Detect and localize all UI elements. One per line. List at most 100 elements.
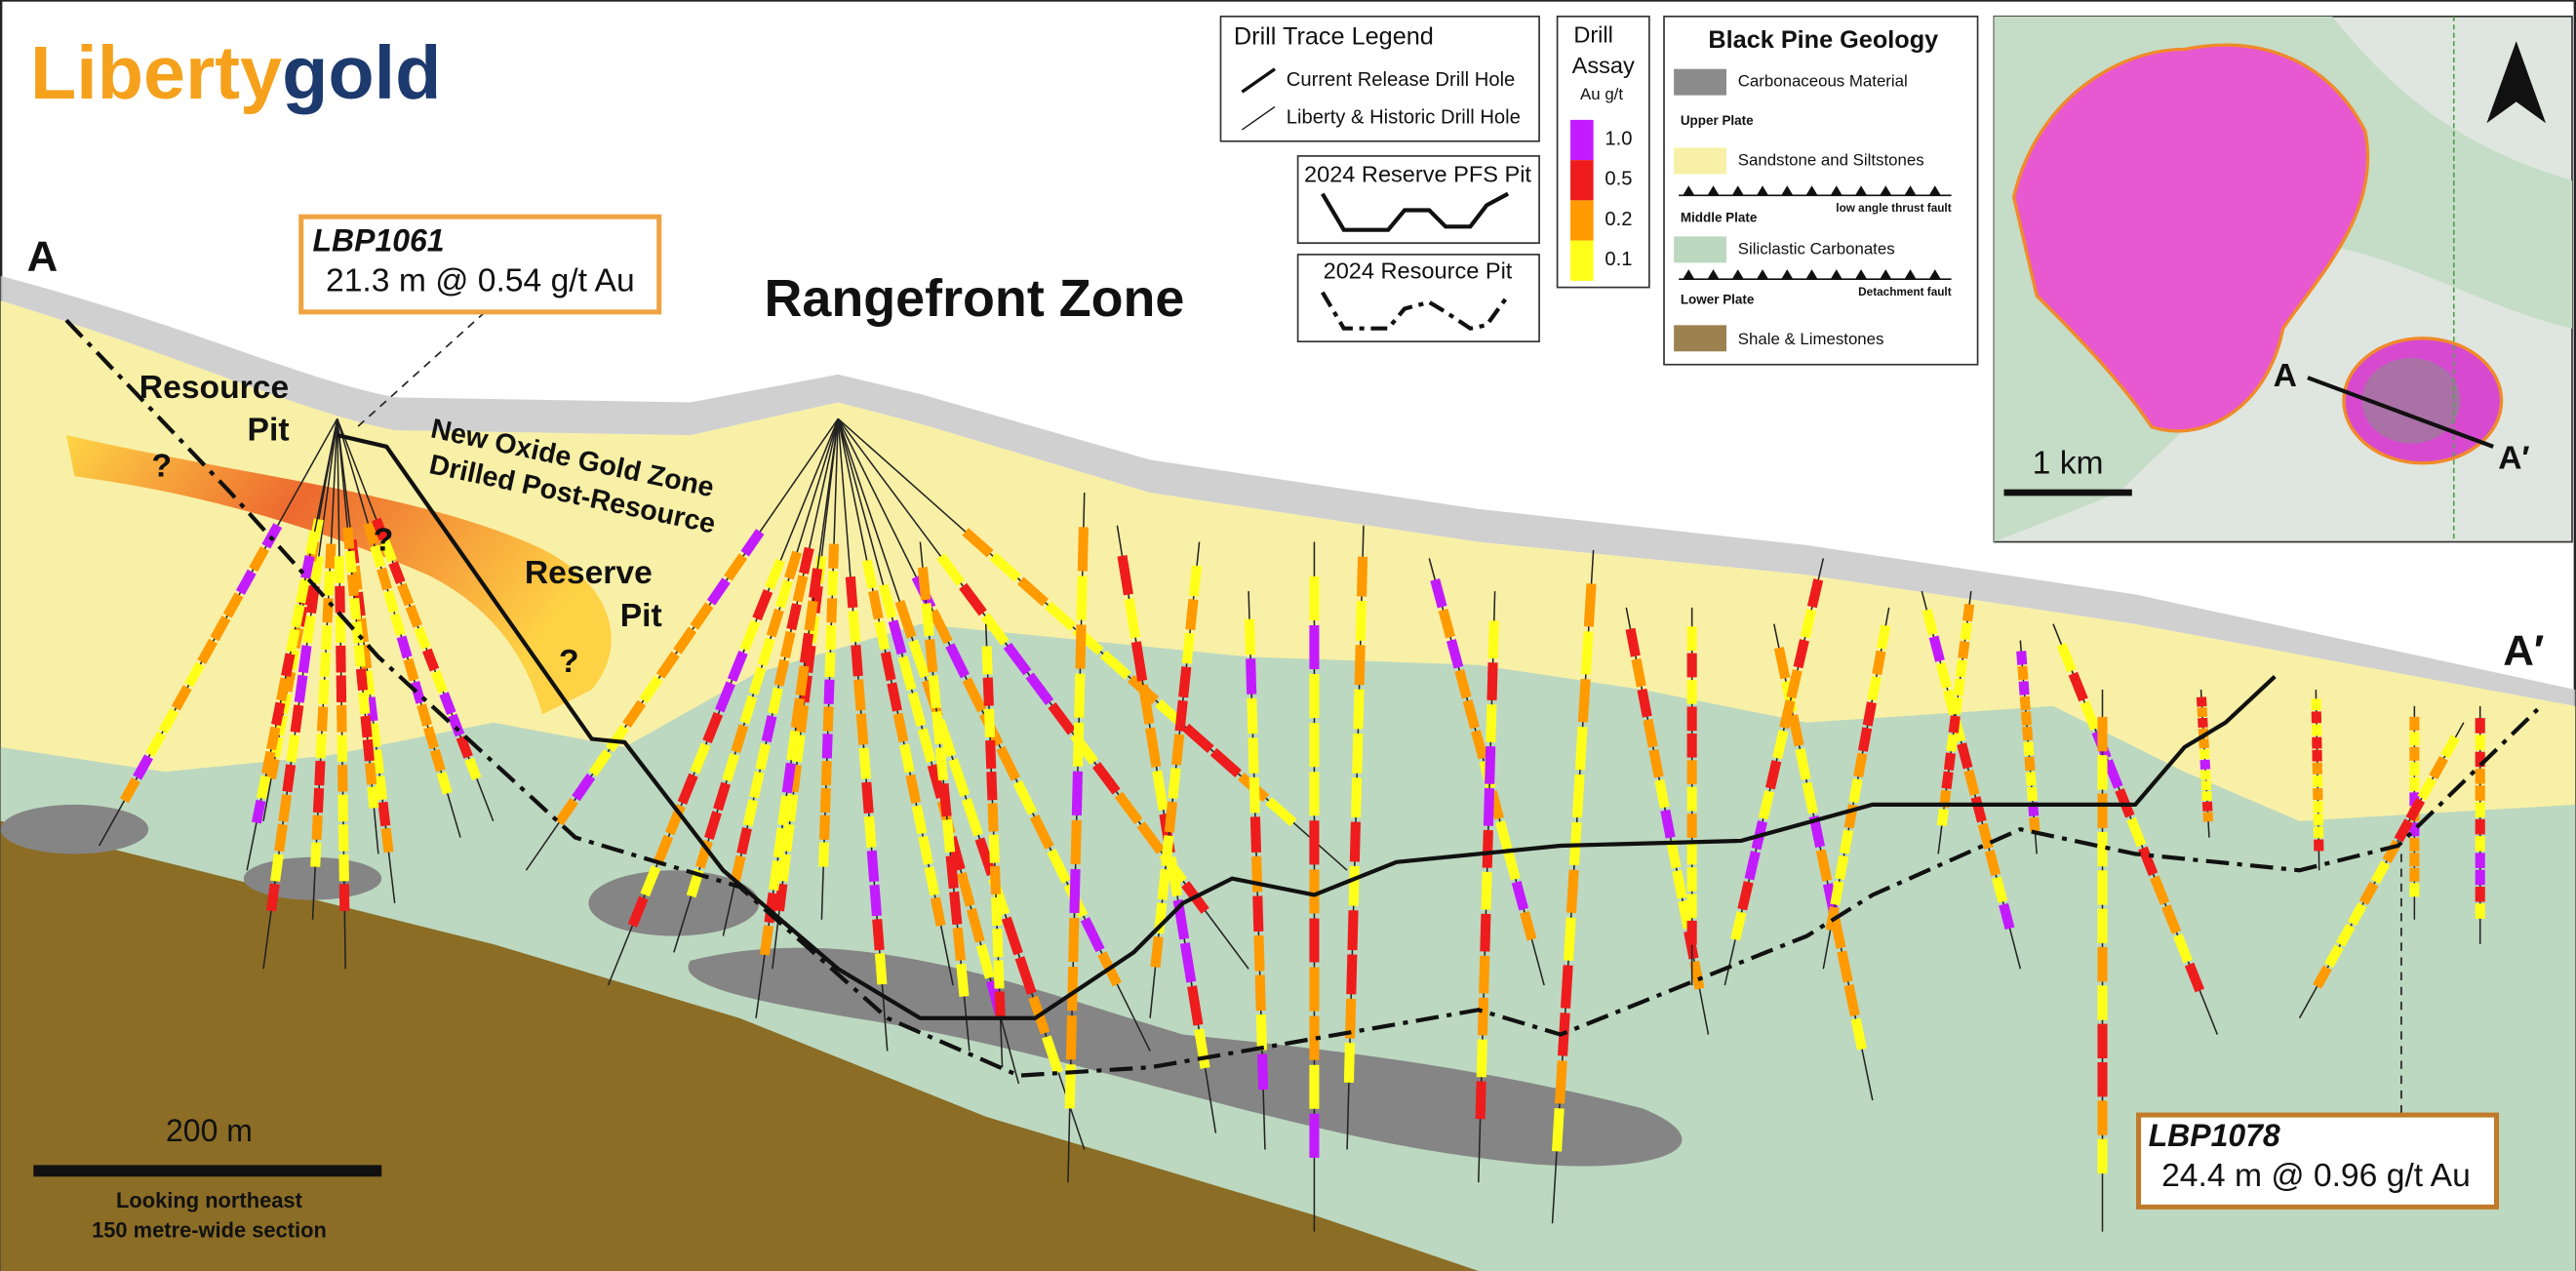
assay-interval xyxy=(1012,779,1038,815)
legend-title: Black Pine Geology xyxy=(1708,26,1938,54)
assay-interval xyxy=(1482,829,1493,868)
assay-interval xyxy=(2161,904,2182,934)
assay-interval xyxy=(605,724,629,753)
assay-interval xyxy=(1486,704,1497,742)
assay-interval xyxy=(1185,599,1199,631)
assay-interval xyxy=(945,643,970,679)
assay-interval xyxy=(826,598,838,623)
assay-interval xyxy=(1048,701,1076,735)
legend-symbol xyxy=(1321,191,1510,232)
assay-interval xyxy=(2200,770,2211,780)
assay-interval xyxy=(1042,1035,1063,1075)
assay-scale: 1.0 0.5 0.2 0.1 xyxy=(1570,119,1632,281)
assay-interval xyxy=(974,837,997,877)
assay-interval xyxy=(403,657,419,682)
assay-interval xyxy=(1922,609,1938,636)
assay-interval xyxy=(430,669,448,694)
assay-interval xyxy=(828,543,840,569)
assay-interval xyxy=(918,835,933,865)
assay-interval xyxy=(1257,1053,1269,1091)
assay-interval xyxy=(1194,1028,1210,1069)
assay-interval xyxy=(824,652,836,678)
assay-interval xyxy=(222,592,244,618)
assay-interval xyxy=(319,652,332,678)
assay-interval xyxy=(355,668,369,692)
assay-interval xyxy=(1348,865,1360,906)
assay-interval xyxy=(992,929,1004,958)
assay-interval xyxy=(911,805,928,835)
legend-title: Assay xyxy=(1572,53,1635,78)
assay-interval xyxy=(274,823,288,853)
assay-interval xyxy=(2197,707,2208,718)
assay-interval xyxy=(764,893,778,924)
assay-interval xyxy=(799,632,814,664)
assay-interval xyxy=(742,799,759,827)
assay-interval xyxy=(962,528,994,558)
assay-interval xyxy=(790,697,805,729)
assay-interval xyxy=(2198,717,2208,729)
drill-holes xyxy=(99,417,2485,1232)
assay-interval xyxy=(739,695,758,725)
assay-interval xyxy=(956,871,975,907)
assay-interval xyxy=(987,803,999,832)
legend-label: Sandstone and Siltstones xyxy=(1738,150,1924,169)
assay-interval xyxy=(739,619,761,652)
view-note: Looking northeast xyxy=(116,1188,303,1212)
assay-interval xyxy=(1503,850,1521,881)
assay-interval xyxy=(1209,747,1242,778)
assay-interval xyxy=(439,692,456,716)
assay-interval xyxy=(2018,681,2030,695)
assay-interval xyxy=(861,781,874,814)
assay-interval xyxy=(257,775,271,800)
assay-interval xyxy=(863,815,877,849)
assay-interval xyxy=(1583,583,1597,627)
assay-interval xyxy=(956,963,970,998)
assay-interval xyxy=(848,611,861,643)
assay-interval xyxy=(2370,860,2391,885)
assay-interval xyxy=(2313,965,2332,989)
assay-interval xyxy=(1800,609,1817,639)
assay-interval xyxy=(456,735,473,759)
assay-interval xyxy=(315,734,327,759)
assay-interval xyxy=(270,854,284,882)
assay-interval xyxy=(924,866,940,896)
assay-interval xyxy=(784,550,802,580)
assay-interval xyxy=(278,793,293,822)
assay-interval xyxy=(773,883,788,912)
annotation: Resource xyxy=(139,370,289,406)
assay-interval xyxy=(1025,672,1054,705)
assay-interval xyxy=(673,626,697,655)
assay-interval xyxy=(1487,620,1499,659)
assay-interval xyxy=(622,699,647,728)
assay-interval xyxy=(2025,772,2037,786)
assay-interval xyxy=(305,531,320,555)
assay-interval xyxy=(905,774,922,805)
assay-interval xyxy=(966,907,985,943)
assay-interval xyxy=(376,567,393,591)
assay-interval xyxy=(983,708,996,737)
assay-interval xyxy=(414,626,431,651)
assay-interval xyxy=(1571,774,1585,818)
assay-interval xyxy=(322,598,334,623)
assay-interval xyxy=(2103,759,2123,789)
assay-interval xyxy=(917,567,931,601)
legend-label: Lower Plate xyxy=(1681,293,1755,307)
assay-interval xyxy=(822,706,834,732)
assay-interval xyxy=(2019,695,2031,711)
assay-interval xyxy=(1002,916,1023,956)
assay-interval xyxy=(346,574,359,597)
assay-interval xyxy=(312,787,325,814)
assay-interval xyxy=(368,723,381,748)
assay-interval xyxy=(818,842,830,867)
legend-swatch xyxy=(1674,236,1726,263)
assay-interval xyxy=(1136,821,1166,854)
assay-interval xyxy=(423,726,439,750)
assay-interval xyxy=(344,550,357,574)
assay-interval xyxy=(1835,854,1849,881)
assay-interval xyxy=(318,679,330,704)
annotation: Reserve xyxy=(525,555,653,591)
assay-interval xyxy=(2417,776,2437,801)
topography xyxy=(0,275,2576,706)
assay-interval xyxy=(1430,577,1447,609)
assay-interval xyxy=(858,747,872,779)
